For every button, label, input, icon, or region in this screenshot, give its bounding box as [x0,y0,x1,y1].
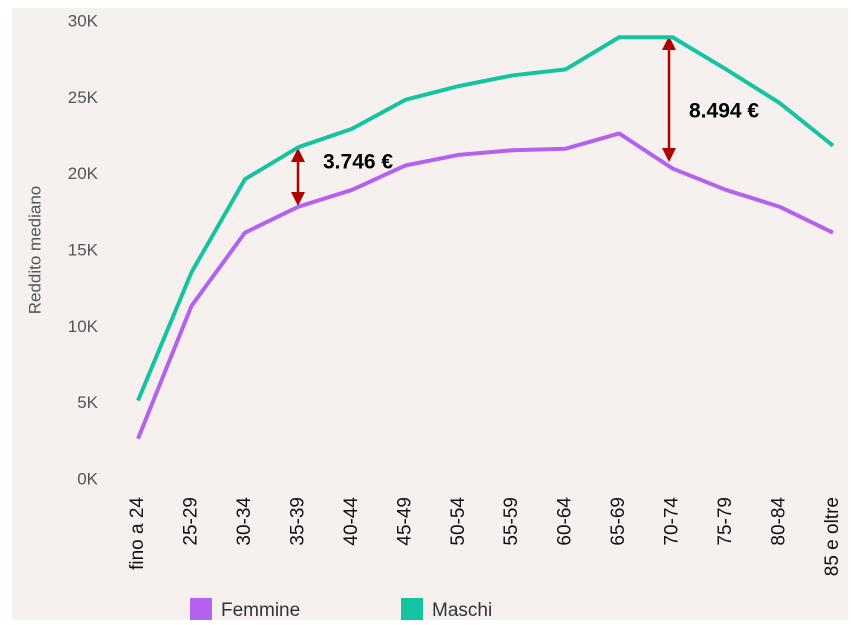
x-tick-label: 55-59 [501,497,522,546]
x-tick-label: 70-74 [662,497,683,546]
x-tick-label: 65-69 [608,497,629,546]
line [136,131,834,440]
x-tick-label: 80-84 [769,497,790,546]
x-tick-label: 35-39 [287,497,308,546]
line [136,35,835,402]
background [12,8,848,620]
y-tick-label: 20K [68,164,99,183]
x-tick-label: 75-79 [715,497,736,546]
x-tick-label: 30-34 [234,497,255,546]
annotation: 8.494 € [689,100,759,123]
annotation: 3.746 € [323,151,393,174]
x-tick-label: fino a 24 [127,497,148,570]
annotation-arrow [291,148,305,206]
y-tick-label: 15K [68,240,99,259]
annotation-arrow [662,36,676,162]
legend-label: Femmine [221,600,300,620]
x-tick-label: 45-49 [394,497,415,546]
y-tick-label: 0K [77,469,98,488]
y-tick-label: 10K [68,317,99,336]
y-tick-label: 5K [77,393,98,412]
x-tick-label: 60-64 [555,497,576,546]
x-tick-label: 40-44 [341,497,362,546]
y-tick-label: 25K [68,88,99,107]
x-tick-label: 25-29 [180,497,201,546]
x-tick-label: 85 e oltre [822,497,843,576]
y-tick-label: 30K [68,11,99,30]
x-tick-label: 50-54 [448,497,469,546]
legend-swatch [401,598,423,620]
legend-label: Maschi [432,600,492,620]
y-axis-label: Reddito mediano [25,186,44,315]
legend-swatch [190,598,212,620]
